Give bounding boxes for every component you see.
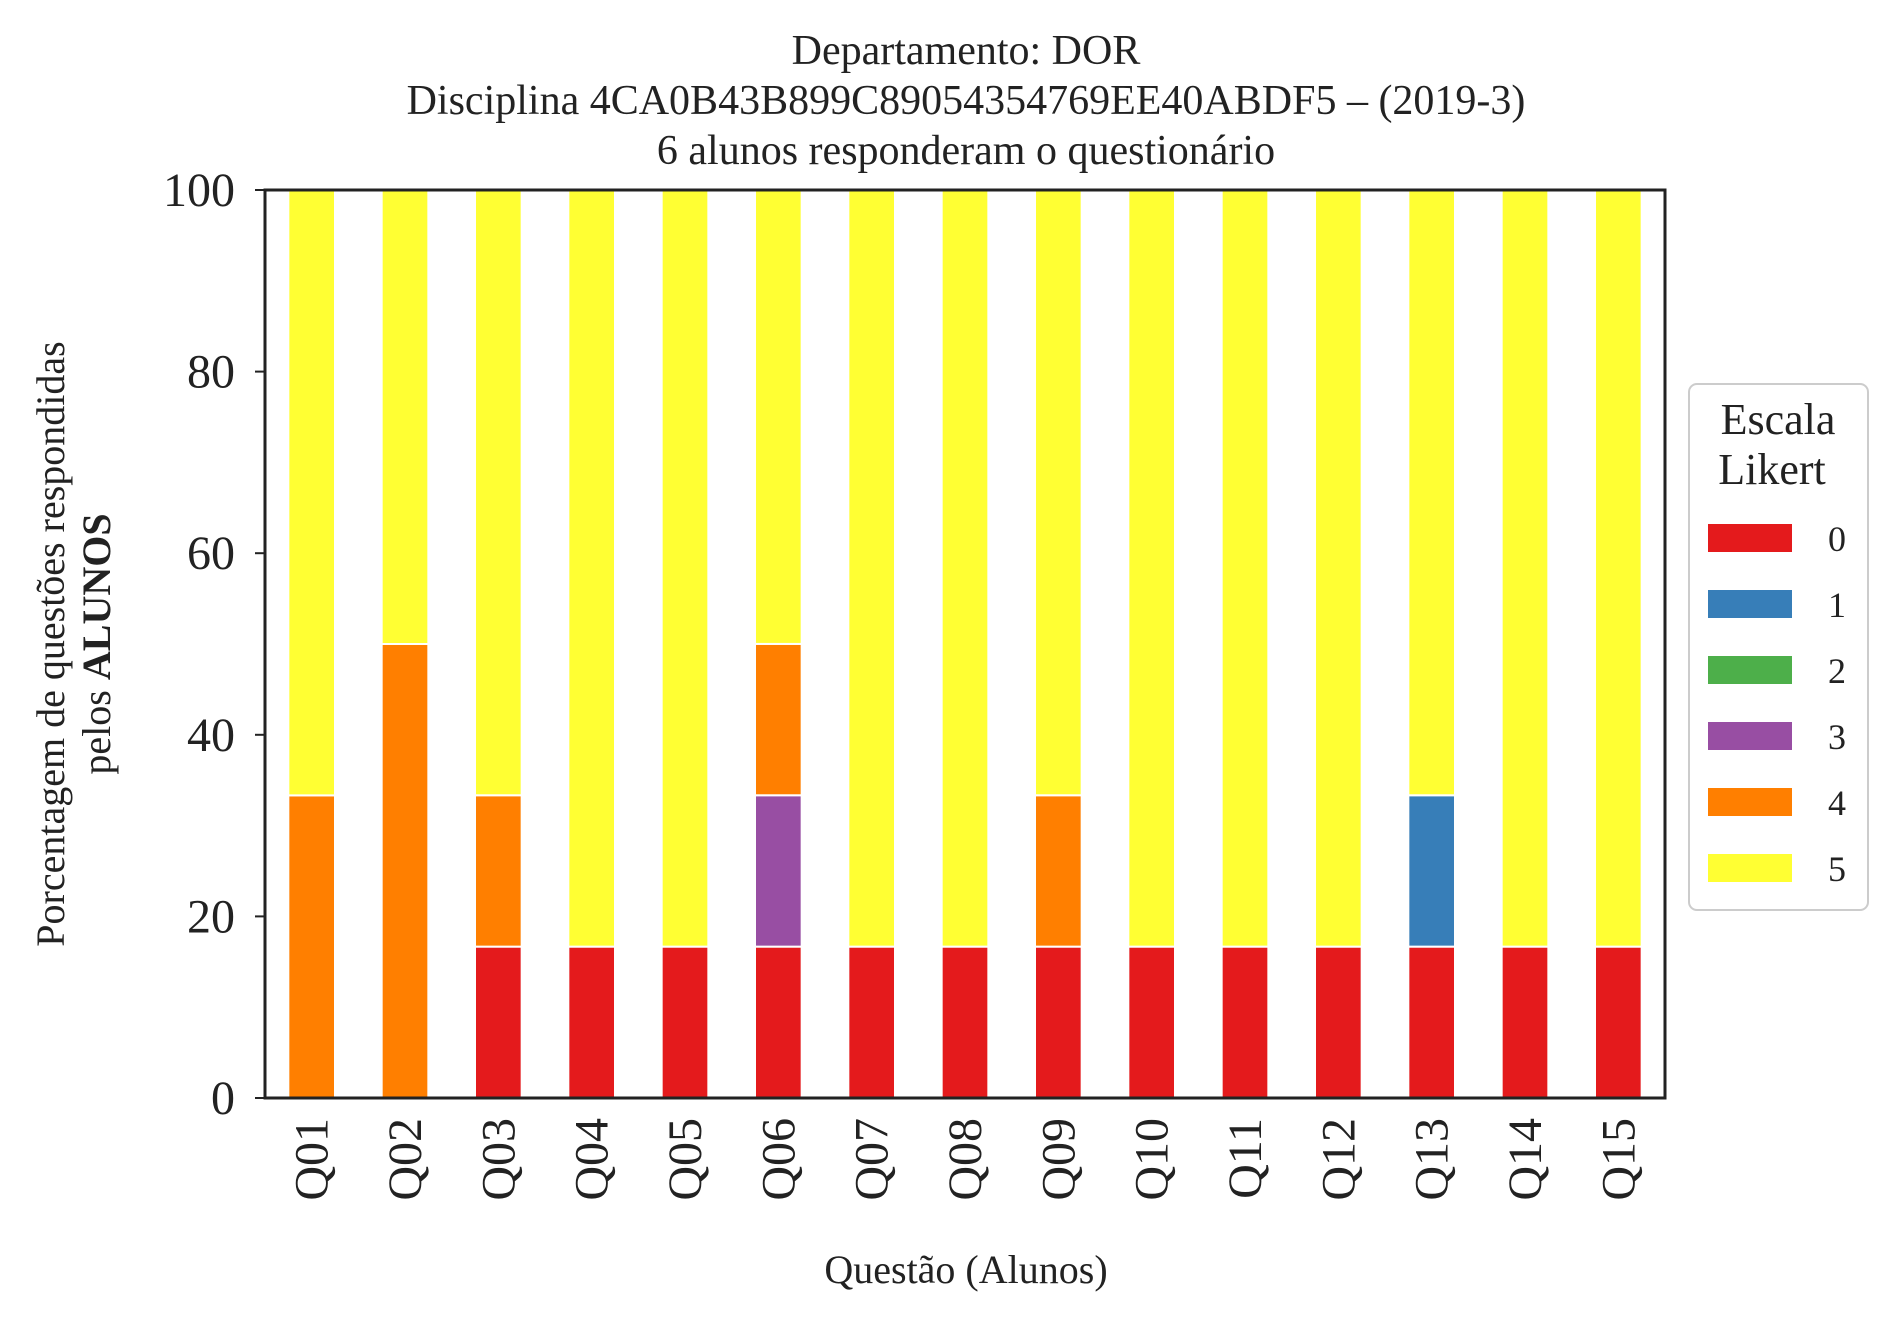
bars [287,188,1643,1100]
bar-Q14-level-0 [1500,945,1550,1100]
bar-Q03-level-0 [474,945,523,1100]
y-tick-label: 80 [187,346,235,399]
bar-Q05-level-0 [660,945,710,1100]
y-tick-label: 100 [163,164,235,217]
x-tick-label: Q11 [1219,1118,1272,1199]
legend-swatch-2 [1708,656,1792,684]
bar-Q09-level-0 [1034,945,1083,1100]
legend-label-4: 4 [1828,783,1846,823]
bar-Q05-level-5 [660,189,710,948]
bar-Q12-level-0 [1314,945,1363,1100]
plot-frame [263,188,1667,1100]
x-tick-label: Q07 [846,1118,899,1201]
y-axis-label: Porcentagem de questões respondidas pelo… [28,341,119,946]
x-tick-label: Q14 [1499,1118,1552,1201]
legend-swatch-4 [1708,788,1792,816]
bar-Q07-level-0 [847,945,896,1100]
chart-title-line-3: 6 alunos responderam o questionário [657,128,1275,174]
bar-Q04-level-0 [567,945,616,1100]
bar-Q01-level-4 [287,794,337,1099]
bar-Q02-level-5 [380,189,430,645]
y-axis-label-prefix: pelos [74,680,119,774]
bar-Q11-level-5 [1220,189,1270,948]
legend-label-5: 5 [1828,849,1846,889]
x-axis-label: Questão (Alunos) [824,1247,1107,1292]
x-tick-label: Q15 [1592,1118,1645,1201]
chart-title: Departamento: DOR Disciplina 4CA0B43B899… [407,28,1526,174]
x-tick-label: Q09 [1032,1118,1085,1201]
legend-swatch-5 [1708,854,1792,882]
bar-Q06-level-5 [754,188,803,645]
bar-Q13-level-0 [1407,945,1457,1100]
bar-Q08-level-0 [940,945,990,1100]
legend-label-1: 1 [1828,585,1846,625]
bar-Q10-level-0 [1127,945,1177,1100]
bar-Q09-level-5 [1034,188,1083,797]
bar-Q02-level-4 [380,643,430,1099]
bar-Q06-level-3 [754,794,803,948]
legend-title-line-2: Likert [1718,445,1826,494]
y-axis-ticks: 0 20 40 60 80 100 [163,164,265,1125]
chart-title-line-2: Disciplina 4CA0B43B899C89054354769EE40AB… [407,78,1526,124]
bar-Q06-level-4 [754,642,803,797]
legend-label-3: 3 [1828,717,1846,757]
bar-Q10-level-5 [1127,189,1177,948]
bar-Q04-level-5 [567,189,616,948]
bar-Q03-level-5 [474,188,523,797]
x-tick-label: Q05 [659,1118,712,1201]
bar-Q06-level-0 [754,945,803,1100]
bar-Q08-level-5 [940,189,990,948]
y-tick-label: 20 [187,890,235,943]
x-tick-label: Q03 [472,1118,525,1201]
x-tick-label: Q02 [379,1118,432,1201]
y-tick-label: 60 [187,527,235,580]
x-tick-label: Q10 [1126,1118,1179,1201]
x-tick-label: Q13 [1406,1118,1459,1201]
bar-Q09-level-4 [1034,794,1083,948]
chart-title-line-1: Departamento: DOR [792,28,1141,74]
legend-swatch-1 [1708,590,1792,618]
x-tick-label: Q04 [566,1118,619,1201]
legend-label-2: 2 [1828,651,1846,691]
legend: Escala Likert 0 1 2 3 4 5 [1688,383,1869,911]
x-tick-label: Q06 [752,1118,805,1201]
y-axis-label-line-2: pelos ALUNOS [74,513,119,774]
legend-label-0: 0 [1828,519,1846,559]
y-axis-label-bold: ALUNOS [74,513,119,680]
legend-title-line-1: Escala [1721,395,1836,444]
bar-Q03-level-4 [474,794,523,948]
bar-Q15-level-0 [1594,945,1643,1100]
y-axis-label-line-1: Porcentagem de questões respondidas [28,341,73,946]
bar-Q12-level-5 [1314,189,1363,948]
y-tick-label: 40 [187,709,235,762]
bar-Q11-level-0 [1220,945,1270,1100]
legend-frame [1688,383,1869,911]
bar-Q07-level-5 [847,189,896,948]
x-tick-label: Q01 [286,1118,339,1201]
bar-Q13-level-5 [1407,188,1457,797]
x-tick-label: Q08 [939,1118,992,1201]
y-tick-label: 0 [211,1072,235,1125]
bar-Q01-level-5 [287,189,337,797]
x-tick-label: Q12 [1312,1118,1365,1201]
x-axis-ticks: Q01 Q02 Q03 Q04 Q05 Q06 Q07 Q08 Q09 Q10 Q11 Q12 Q13 Q… [286,1118,1646,1201]
bar-Q14-level-5 [1500,189,1550,948]
bar-Q15-level-5 [1594,189,1643,948]
bar-Q13-level-1 [1407,794,1457,948]
legend-entries: 0 1 2 3 4 5 [1708,519,1846,889]
legend-swatch-0 [1708,524,1792,552]
legend-swatch-3 [1708,722,1792,750]
